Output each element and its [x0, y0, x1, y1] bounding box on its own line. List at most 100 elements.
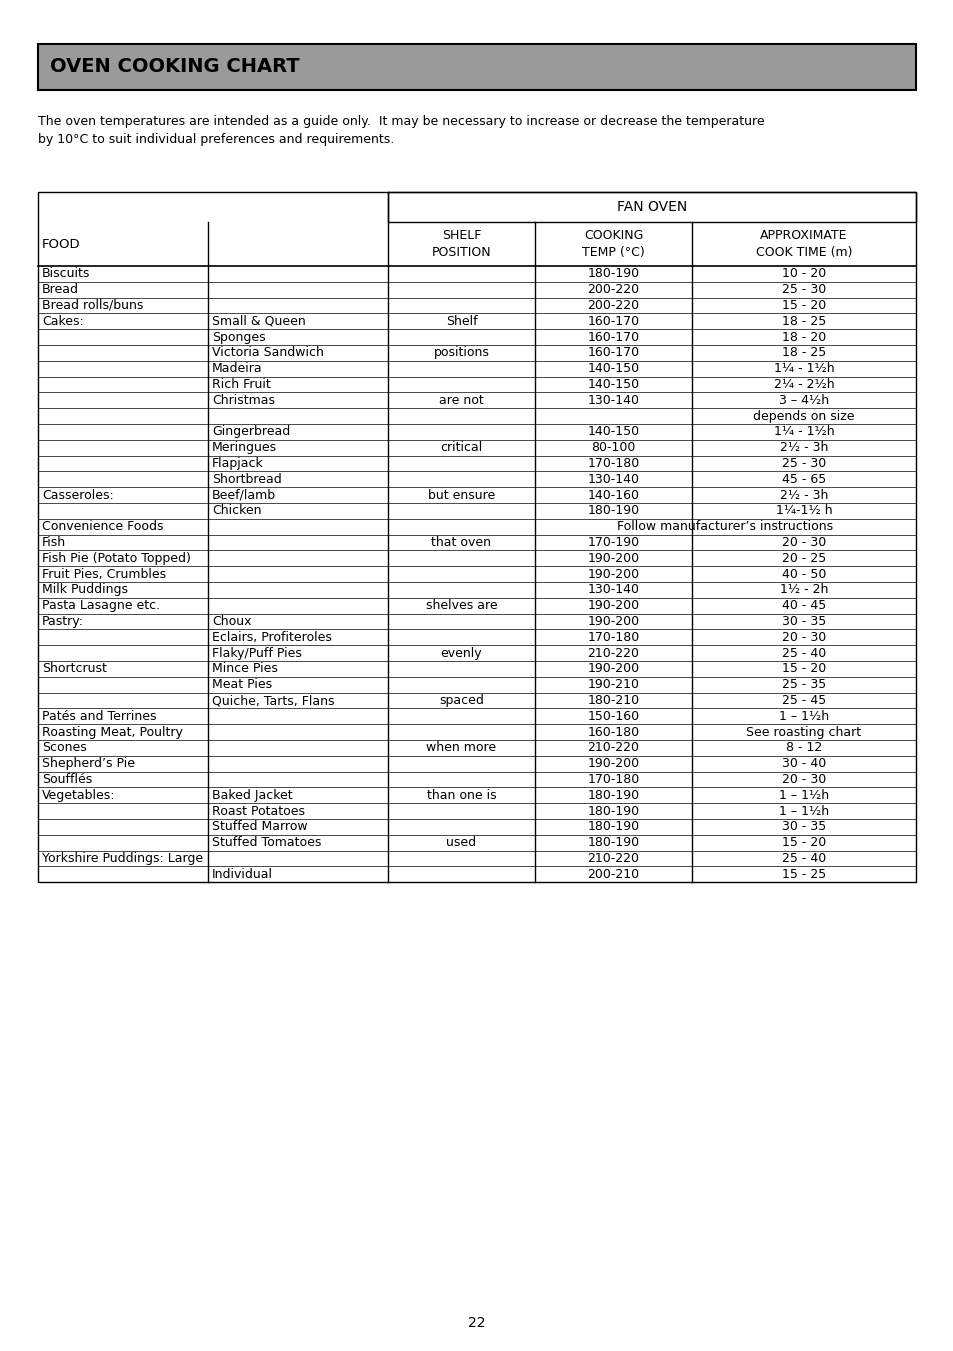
Text: 210-220: 210-220	[587, 742, 639, 754]
Text: 15 - 20: 15 - 20	[781, 662, 825, 676]
Text: Shortcrust: Shortcrust	[42, 662, 107, 676]
Text: Fruit Pies, Crumbles: Fruit Pies, Crumbles	[42, 567, 166, 581]
Text: 210-220: 210-220	[587, 647, 639, 659]
Text: 1¼ - 1½h: 1¼ - 1½h	[773, 426, 834, 439]
Text: COOKING
TEMP (°C): COOKING TEMP (°C)	[581, 230, 644, 259]
Text: 200-220: 200-220	[587, 284, 639, 296]
Text: 180-190: 180-190	[587, 836, 639, 850]
Text: 180-190: 180-190	[587, 820, 639, 834]
Text: 190-200: 190-200	[587, 600, 639, 612]
Text: are not: are not	[438, 393, 483, 407]
Text: Flaky/Puff Pies: Flaky/Puff Pies	[212, 647, 301, 659]
Text: Victoria Sandwich: Victoria Sandwich	[212, 346, 323, 359]
Text: Convenience Foods: Convenience Foods	[42, 520, 163, 534]
Text: Stuffed Tomatoes: Stuffed Tomatoes	[212, 836, 321, 850]
Text: Stuffed Marrow: Stuffed Marrow	[212, 820, 307, 834]
Text: 190-200: 190-200	[587, 551, 639, 565]
Text: Madeira: Madeira	[212, 362, 262, 376]
Text: 18 - 20: 18 - 20	[781, 331, 825, 343]
Text: Gingerbread: Gingerbread	[212, 426, 290, 439]
Text: Flapjack: Flapjack	[212, 457, 263, 470]
Text: 20 - 30: 20 - 30	[781, 773, 825, 786]
Text: 2½ - 3h: 2½ - 3h	[779, 442, 827, 454]
Text: Mince Pies: Mince Pies	[212, 662, 277, 676]
Text: Rich Fruit: Rich Fruit	[212, 378, 271, 390]
Text: used: used	[446, 836, 476, 850]
Text: 18 - 25: 18 - 25	[781, 346, 825, 359]
Text: OVEN COOKING CHART: OVEN COOKING CHART	[50, 58, 299, 77]
Text: 20 - 25: 20 - 25	[781, 551, 825, 565]
Text: 3 – 4½h: 3 – 4½h	[778, 393, 828, 407]
Text: Follow manufacturer’s instructions: Follow manufacturer’s instructions	[617, 520, 833, 534]
Text: 140-160: 140-160	[587, 489, 639, 501]
Text: Individual: Individual	[212, 867, 273, 881]
Text: 40 - 45: 40 - 45	[781, 600, 825, 612]
Text: See roasting chart: See roasting chart	[745, 725, 861, 739]
Text: 25 - 30: 25 - 30	[781, 457, 825, 470]
Text: Cakes:: Cakes:	[42, 315, 84, 328]
Text: spaced: spaced	[438, 694, 483, 707]
Text: Sponges: Sponges	[212, 331, 265, 343]
Text: 130-140: 130-140	[587, 584, 639, 596]
Text: 25 - 35: 25 - 35	[781, 678, 825, 692]
Text: 1½ - 2h: 1½ - 2h	[779, 584, 827, 596]
Text: 150-160: 150-160	[587, 709, 639, 723]
Text: Choux: Choux	[212, 615, 252, 628]
Text: 10 - 20: 10 - 20	[781, 267, 825, 281]
Text: 22: 22	[468, 1316, 485, 1329]
Text: 130-140: 130-140	[587, 393, 639, 407]
Text: critical: critical	[440, 442, 482, 454]
Text: Fish: Fish	[42, 536, 66, 549]
Text: Milk Puddings: Milk Puddings	[42, 584, 128, 596]
Text: 30 - 35: 30 - 35	[781, 820, 825, 834]
Text: 160-180: 160-180	[587, 725, 639, 739]
Text: 140-150: 140-150	[587, 362, 639, 376]
Text: Pasta Lasagne etc.: Pasta Lasagne etc.	[42, 600, 160, 612]
Text: 180-190: 180-190	[587, 789, 639, 801]
Text: 130-140: 130-140	[587, 473, 639, 486]
Text: 25 - 45: 25 - 45	[781, 694, 825, 707]
Text: evenly: evenly	[440, 647, 482, 659]
Text: 1¼ - 1½h: 1¼ - 1½h	[773, 362, 834, 376]
Text: Chicken: Chicken	[212, 504, 261, 517]
Text: 25 - 40: 25 - 40	[781, 647, 825, 659]
Text: 200-220: 200-220	[587, 299, 639, 312]
Text: Roasting Meat, Poultry: Roasting Meat, Poultry	[42, 725, 183, 739]
Text: 2½ - 3h: 2½ - 3h	[779, 489, 827, 501]
Text: The oven temperatures are intended as a guide only.  It may be necessary to incr: The oven temperatures are intended as a …	[38, 115, 763, 146]
Text: 190-200: 190-200	[587, 567, 639, 581]
Text: Bread rolls/buns: Bread rolls/buns	[42, 299, 143, 312]
Text: 20 - 30: 20 - 30	[781, 631, 825, 644]
Text: Meat Pies: Meat Pies	[212, 678, 272, 692]
Text: 180-190: 180-190	[587, 504, 639, 517]
Text: when more: when more	[426, 742, 497, 754]
Text: that oven: that oven	[431, 536, 491, 549]
Text: 140-150: 140-150	[587, 378, 639, 390]
Text: 25 - 40: 25 - 40	[781, 852, 825, 865]
Text: 25 - 30: 25 - 30	[781, 284, 825, 296]
Text: but ensure: but ensure	[428, 489, 495, 501]
Text: 180-210: 180-210	[587, 694, 639, 707]
Text: 80-100: 80-100	[591, 442, 635, 454]
Text: 18 - 25: 18 - 25	[781, 315, 825, 328]
Bar	[388, 192, 915, 222]
Text: 1¼-1½ h: 1¼-1½ h	[775, 504, 831, 517]
Text: 15 - 20: 15 - 20	[781, 836, 825, 850]
Text: FOOD: FOOD	[42, 238, 81, 250]
Text: shelves are: shelves are	[425, 600, 497, 612]
Text: Small & Queen: Small & Queen	[212, 315, 305, 328]
Text: Biscuits: Biscuits	[42, 267, 91, 281]
Text: 170-180: 170-180	[587, 631, 639, 644]
Text: SHELF
POSITION: SHELF POSITION	[432, 230, 491, 259]
Text: 8 - 12: 8 - 12	[785, 742, 821, 754]
Text: 1 – 1½h: 1 – 1½h	[778, 709, 828, 723]
Text: Shepherd’s Pie: Shepherd’s Pie	[42, 757, 135, 770]
Text: APPROXIMATE
COOK TIME (m): APPROXIMATE COOK TIME (m)	[755, 230, 851, 259]
Text: 160-170: 160-170	[587, 346, 639, 359]
Text: FAN OVEN: FAN OVEN	[617, 200, 686, 213]
Text: than one is: than one is	[426, 789, 496, 801]
Text: Roast Potatoes: Roast Potatoes	[212, 805, 305, 817]
Text: 200-210: 200-210	[587, 867, 639, 881]
Text: Meringues: Meringues	[212, 442, 276, 454]
Text: 180-190: 180-190	[587, 267, 639, 281]
